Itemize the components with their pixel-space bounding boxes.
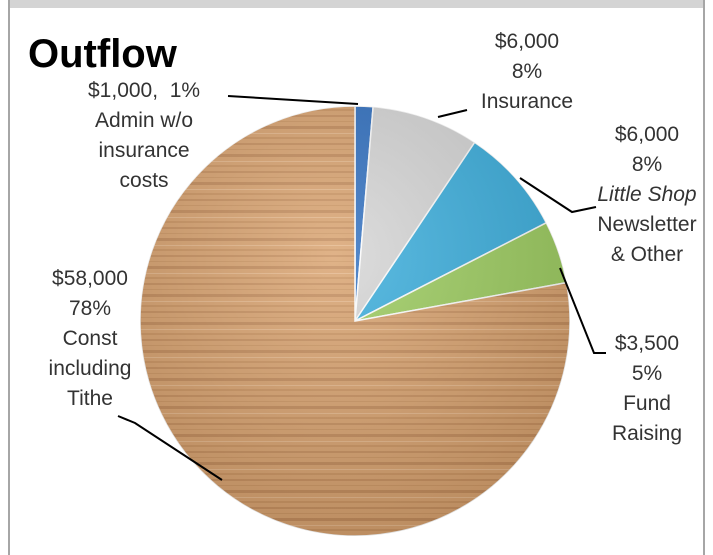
- slice-name-insurance: Insurance: [480, 90, 574, 113]
- slice-label-little-shop: $6,000 8% Little Shop Newsletter & Other: [592, 120, 702, 270]
- slice-name-const-line1: Const: [62, 327, 118, 350]
- slice-name-admin-line1: Admin w/o: [95, 109, 194, 132]
- leader-line-little-shop: [519, 177, 597, 214]
- leader-line-insurance: [437, 109, 468, 118]
- window-right-edge: [703, 0, 713, 555]
- leader-line-fund-raising: [559, 267, 606, 354]
- leader-line-admin: [227, 95, 359, 105]
- slice-name-little-shop-line1: Little Shop: [597, 183, 697, 206]
- slice-amount-const: $58,000: [52, 267, 128, 290]
- slice-percent-insurance: 8%: [511, 60, 543, 83]
- slice-label-admin: $1,000, 1% Admin w/o insurance costs: [88, 76, 200, 196]
- slice-amount-little-shop: $6,000: [614, 123, 680, 146]
- window-top-edge: [0, 0, 713, 8]
- slice-amount-fund-raising: $3,500: [614, 332, 680, 355]
- chart-title: Outflow: [28, 32, 177, 76]
- slice-name-little-shop-line2: Newsletter: [597, 213, 697, 236]
- slice-percent-little-shop: 8%: [631, 153, 663, 176]
- slice-name-admin-line2: insurance: [98, 139, 190, 162]
- slice-name-admin-line3: costs: [119, 169, 169, 192]
- slice-percent-fund-raising: 5%: [631, 362, 663, 385]
- slice-name-little-shop-line3: & Other: [610, 243, 684, 266]
- slice-percent-const: 78%: [68, 297, 112, 320]
- leader-line-const: [117, 415, 223, 481]
- window-left-edge: [0, 0, 10, 555]
- slice-percent-admin: 1%: [169, 79, 201, 102]
- slice-label-const: $58,000 78% Const including Tithe: [30, 264, 150, 414]
- slice-label-fund-raising: $3,500 5% Fund Raising: [602, 329, 692, 449]
- slice-amount-admin: $1,000,: [88, 79, 159, 102]
- slice-amount-insurance: $6,000: [494, 30, 560, 53]
- slice-name-fund-raising-line2: Raising: [611, 422, 683, 445]
- slice-name-fund-raising-line1: Fund: [623, 392, 671, 415]
- slice-name-const-line3: Tithe: [67, 387, 113, 410]
- slice-label-insurance: $6,000 8% Insurance: [472, 27, 582, 117]
- slice-name-const-line2: including: [48, 357, 132, 380]
